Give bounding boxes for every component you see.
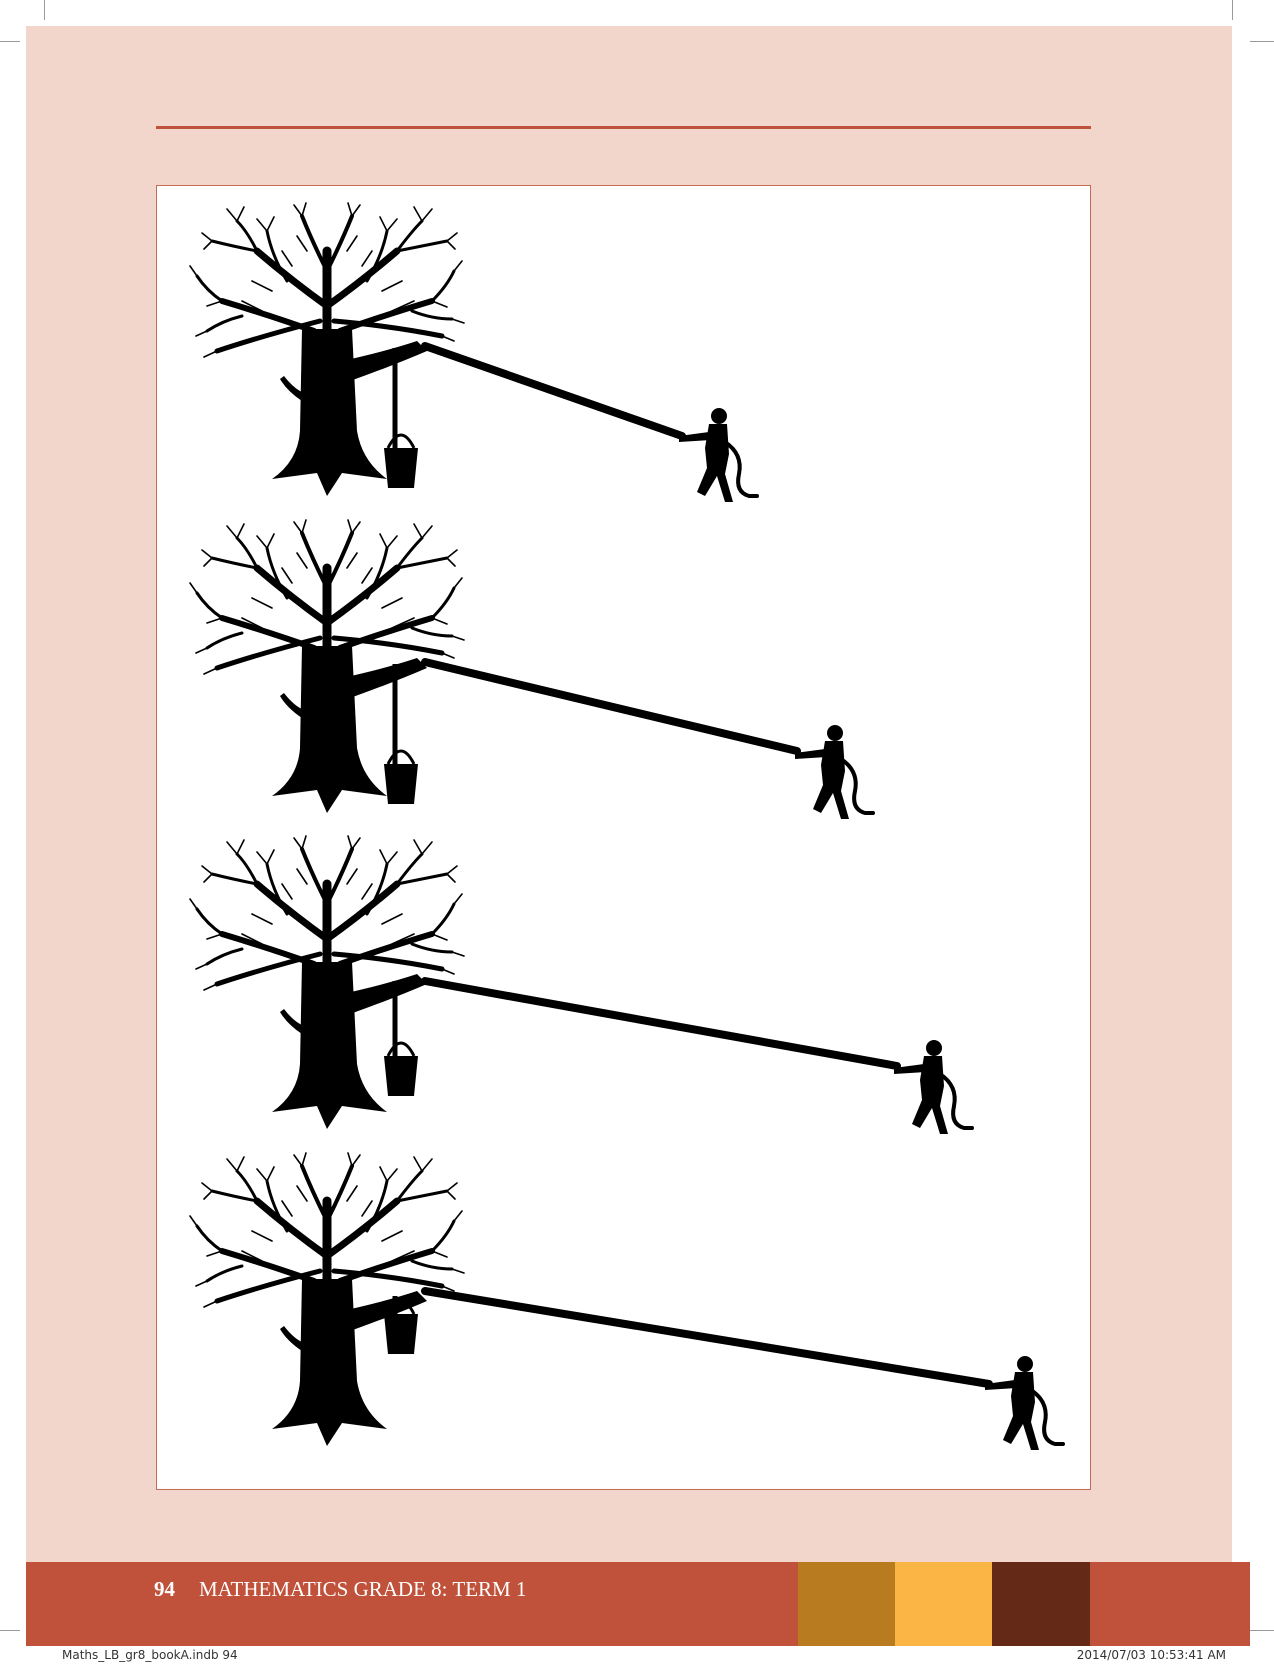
illustration (157, 186, 1065, 1452)
crop-mark (1250, 41, 1274, 42)
illustration-panel (156, 185, 1091, 1490)
scene-3 (190, 836, 974, 1136)
slug-timestamp: 2014/07/03 10:53:41 AM (1076, 1648, 1226, 1662)
crop-mark (0, 41, 20, 42)
footer-title: MATHEMATICS GRADE 8: TERM 1 (199, 1577, 527, 1601)
color-swatch-2 (895, 1562, 992, 1646)
crop-mark (1232, 0, 1233, 20)
footer-title-group: 94 MATHEMATICS GRADE 8: TERM 1 (154, 1572, 526, 1606)
color-swatch-3 (992, 1562, 1090, 1646)
scene-4 (190, 1153, 1065, 1452)
color-swatch-1 (798, 1562, 895, 1646)
crop-mark (0, 1630, 20, 1631)
header-rule (156, 126, 1091, 129)
footer-band: 94 MATHEMATICS GRADE 8: TERM 1 (26, 1562, 1250, 1646)
scene-1 (190, 203, 759, 504)
crop-mark (1250, 1630, 1274, 1631)
crop-mark (44, 0, 45, 20)
slug-file-info: Maths_LB_gr8_bookA.indb 94 (62, 1648, 238, 1662)
page-number: 94 (154, 1577, 175, 1601)
scene-2 (190, 520, 875, 821)
